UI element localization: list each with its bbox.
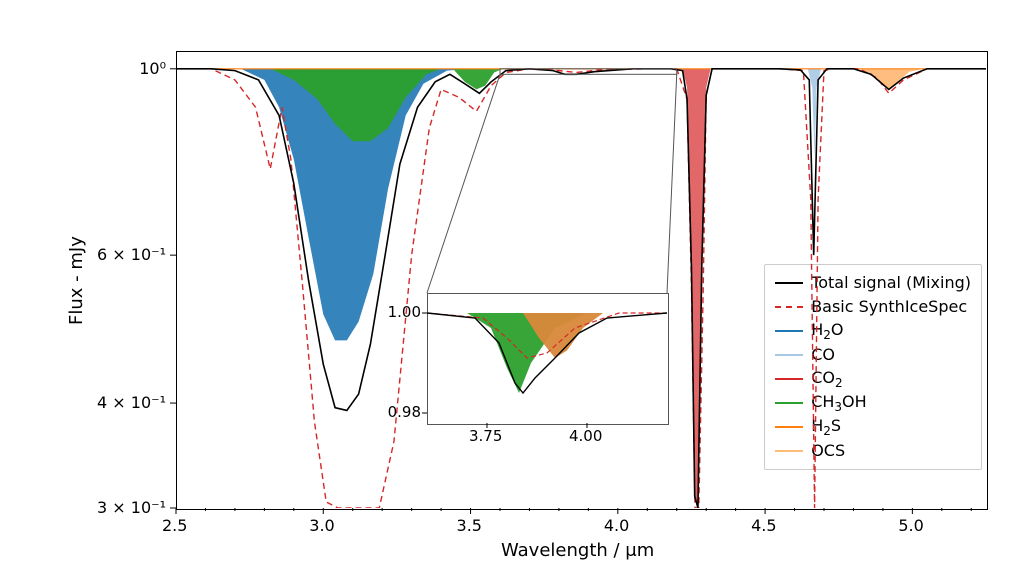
legend-label: Basic SynthIceSpec <box>811 295 967 319</box>
legend-item: H2S <box>775 415 971 439</box>
x-tick-label: 4.5 <box>751 516 776 535</box>
legend-label: H2O <box>811 318 843 344</box>
x-tick-label: 4.0 <box>604 516 629 535</box>
legend-item: Basic SynthIceSpec <box>775 295 971 319</box>
legend: Total signal (Mixing)Basic SynthIceSpecH… <box>764 264 982 470</box>
inset-y-tick-label: 0.98 <box>388 403 421 421</box>
y-axis-label: Flux - mJy <box>66 236 87 325</box>
x-tick-label: 5.0 <box>898 516 923 535</box>
legend-item: OCS <box>775 439 971 463</box>
legend-item: H2O <box>775 319 971 343</box>
x-tick-label: 2.5 <box>162 516 187 535</box>
x-axis-label: Wavelength / μm <box>501 540 654 561</box>
inset-y-tick-label: 1.00 <box>388 303 421 321</box>
y-tick-label: 6 × 10⁻¹ <box>97 245 166 264</box>
inset-x-tick-label: 3.75 <box>469 427 502 445</box>
y-tick-label: 3 × 10⁻¹ <box>97 498 166 517</box>
legend-item: CO2 <box>775 367 971 391</box>
legend-label: OCS <box>811 439 845 463</box>
y-tick-label: 4 × 10⁻¹ <box>97 393 166 412</box>
legend-item: Total signal (Mixing) <box>775 271 971 295</box>
x-tick-label: 3.0 <box>309 516 334 535</box>
legend-label: Total signal (Mixing) <box>811 271 971 295</box>
y-tick-label: 10⁰ <box>139 59 166 78</box>
legend-label: CO2 <box>811 366 842 392</box>
legend-label: H2S <box>811 414 841 440</box>
inset-x-tick-label: 4.00 <box>569 427 602 445</box>
inset-plot-area <box>427 293 669 425</box>
legend-item: CH3OH <box>775 391 971 415</box>
legend-label: CO <box>811 343 835 367</box>
legend-label: CH3OH <box>811 390 866 416</box>
legend-item: CO <box>775 343 971 367</box>
x-tick-label: 3.5 <box>457 516 482 535</box>
